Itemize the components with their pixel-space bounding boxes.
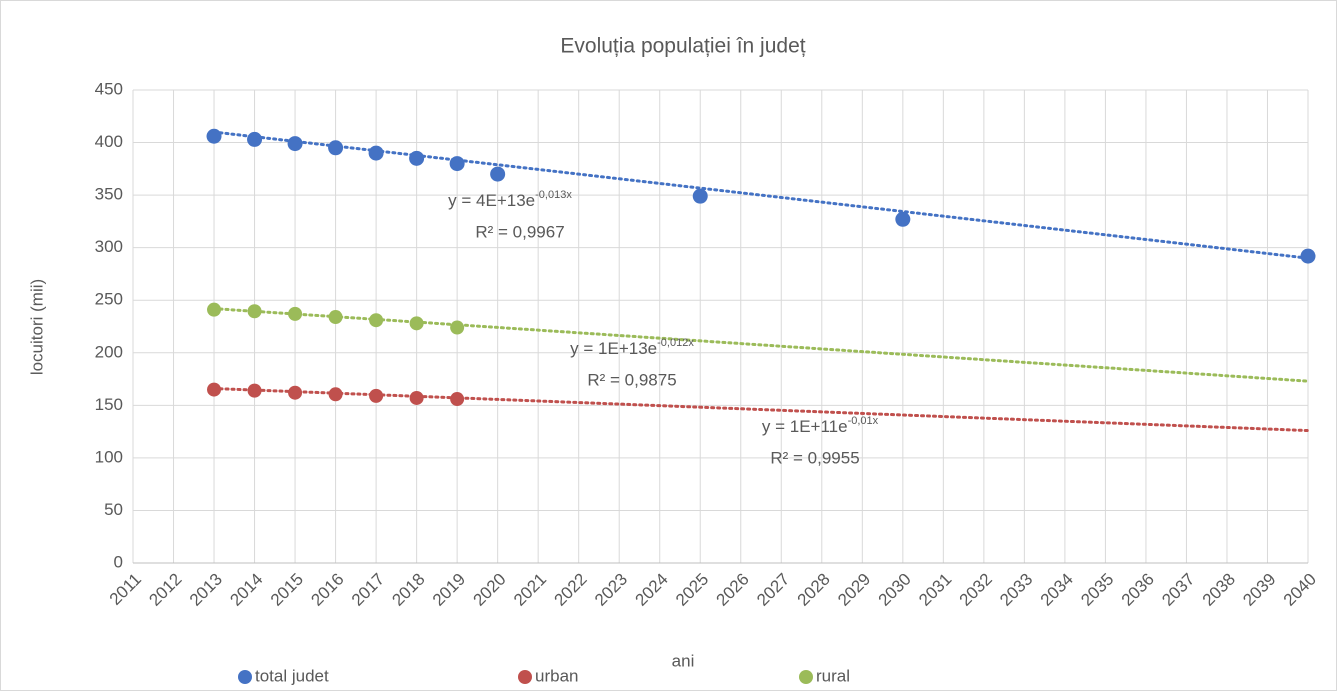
data-point [207, 382, 222, 397]
equation-base: y = 1E+11e [762, 417, 848, 436]
y-tick-label: 350 [95, 185, 123, 204]
data-point [450, 320, 465, 335]
data-point [450, 392, 465, 407]
data-point [247, 131, 263, 147]
trendline-r2: R² = 0,9875 [587, 370, 676, 389]
y-tick-label: 300 [95, 237, 123, 256]
legend-label: rural [816, 666, 850, 685]
legend-label: urban [535, 666, 578, 685]
chart-title: Evoluția populației în județ [560, 35, 805, 58]
data-point [409, 316, 424, 331]
y-tick-label: 450 [95, 79, 123, 98]
trendline-r2: R² = 0,9955 [770, 448, 859, 467]
data-point [449, 156, 465, 172]
trendline-equation: y = 1E+13e-0,012x [570, 337, 694, 359]
y-tick-label: 100 [95, 447, 123, 466]
x-axis-title: ani [672, 651, 695, 670]
trendline-equation: y = 4E+13e-0,013x [448, 189, 572, 211]
equation-base: y = 1E+13e [570, 339, 657, 358]
trendline [212, 387, 1310, 433]
data-point [328, 387, 343, 402]
legend-label: total judet [255, 666, 329, 685]
data-point [692, 188, 708, 204]
data-point [247, 383, 262, 398]
data-point [288, 385, 303, 400]
data-point [328, 140, 344, 156]
data-point [409, 150, 425, 166]
data-point [207, 302, 222, 317]
equation-base: y = 4E+13e [448, 191, 535, 210]
y-tick-label: 250 [95, 290, 123, 309]
data-point [369, 388, 384, 403]
data-point [490, 166, 506, 182]
data-point [287, 136, 303, 152]
y-tick-label: 150 [95, 395, 123, 414]
y-tick-label: 200 [95, 342, 123, 361]
data-point [247, 304, 262, 319]
data-point [368, 145, 384, 161]
legend-marker [799, 670, 813, 684]
trendline-equation: y = 1E+11e-0,01x [762, 415, 879, 437]
data-point [409, 390, 424, 405]
y-tick-label: 50 [104, 500, 123, 519]
data-point [1300, 248, 1316, 264]
data-point [288, 306, 303, 321]
trendline [212, 307, 1310, 383]
trendline-r2: R² = 0,9967 [475, 222, 564, 241]
trendline [212, 130, 1310, 260]
y-axis-title: locuitori (mii) [27, 279, 46, 375]
data-point [369, 313, 384, 328]
data-point [328, 310, 343, 325]
y-tick-label: 400 [95, 132, 123, 151]
y-tick-label: 0 [114, 552, 123, 571]
data-point [206, 128, 222, 144]
data-point [895, 211, 911, 227]
equation-exponent: -0,01x [848, 415, 879, 427]
equation-exponent: -0,013x [535, 189, 572, 201]
legend-marker [238, 670, 252, 684]
equation-exponent: -0,012x [657, 337, 694, 349]
legend-marker [518, 670, 532, 684]
